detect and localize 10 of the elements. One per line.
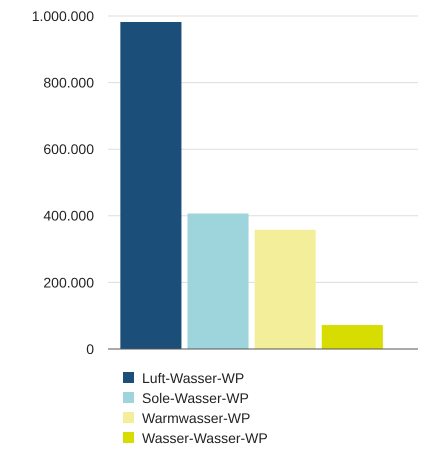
legend-label: Warmwasser-WP (142, 410, 250, 426)
y-tick-label: 800.000 (43, 74, 94, 90)
y-tick-label: 400.000 (43, 208, 94, 224)
y-tick-label: 600.000 (43, 141, 94, 158)
y-tick-label: 0 (86, 340, 94, 357)
y-tick-label: 1.000.000 (32, 8, 94, 24)
legend-label: Sole-Wasser-WP (142, 390, 249, 406)
legend-label: Wasser-Wasser-WP (142, 430, 268, 446)
y-tick-label: 200.000 (43, 274, 94, 290)
legend-label: Luft-Wasser-WP (142, 370, 244, 386)
